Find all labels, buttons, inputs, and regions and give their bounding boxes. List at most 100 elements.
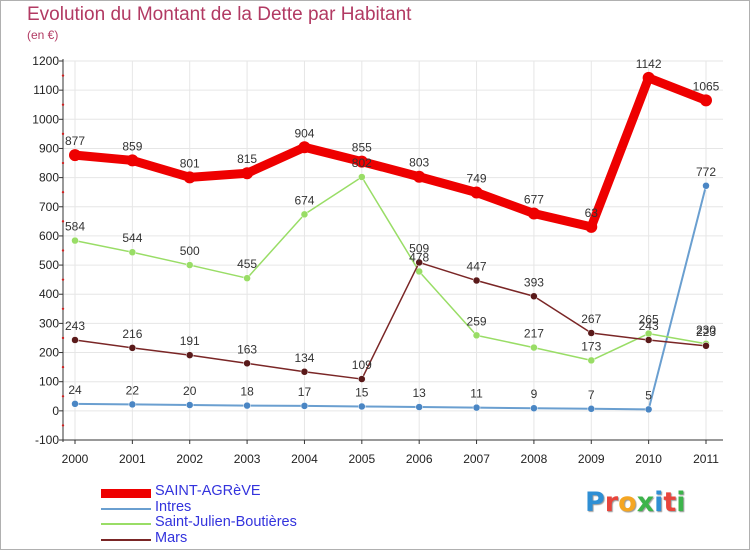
y-tick-label: 1200 (32, 54, 59, 68)
x-tick-label: 2005 (348, 452, 375, 466)
data-label: 447 (467, 260, 487, 274)
data-label: 134 (294, 351, 314, 365)
data-point (71, 236, 79, 245)
series-line-2 (74, 176, 707, 362)
data-label: 904 (294, 126, 314, 140)
logo-letter: o (618, 487, 637, 518)
data-point (185, 351, 194, 359)
logo-letter: P (585, 487, 605, 518)
data-label: 267 (581, 312, 601, 326)
data-label: 478 (409, 250, 429, 264)
data-point (128, 400, 137, 409)
data-label: 544 (122, 231, 142, 245)
x-tick-label: 2000 (62, 452, 89, 466)
y-tick-label: 400 (39, 287, 59, 301)
data-label: 815 (237, 152, 257, 166)
data-point (69, 149, 81, 162)
data-label: 217 (524, 327, 544, 341)
x-tick-label: 2010 (635, 452, 662, 466)
legend-label: SAINT-AGRèVE (155, 483, 261, 499)
y-tick-label: 900 (39, 141, 59, 155)
series-line-0 (70, 73, 711, 232)
data-label: 11 (470, 387, 483, 401)
data-point (300, 210, 309, 219)
data-label: 801 (180, 156, 200, 170)
data-label: 17 (298, 385, 312, 399)
chart-title: Evolution du Montant de la Dette par Hab… (27, 4, 412, 25)
data-label: 749 (467, 171, 487, 185)
y-minor-tick (61, 74, 65, 77)
data-label: 1065 (693, 79, 720, 93)
proxiti-logo: Proxiti (585, 487, 686, 518)
data-point (530, 404, 538, 412)
logo-letter: x (636, 487, 655, 518)
data-label: 191 (180, 334, 200, 348)
data-label: 674 (294, 193, 314, 207)
data-label: 173 (581, 339, 601, 353)
y-tick-label: 1000 (32, 112, 59, 126)
data-point (587, 405, 596, 413)
data-point (128, 344, 137, 352)
data-label: 584 (65, 220, 85, 234)
y-minor-tick (61, 307, 65, 311)
data-point (415, 267, 423, 276)
y-minor-tick (61, 220, 65, 223)
logo-letter: r (604, 487, 619, 518)
logo-letter: t (663, 487, 677, 518)
x-tick-label: 2008 (521, 452, 548, 466)
chart-subtitle: (en €) (27, 28, 59, 42)
y-tick-label: 1100 (33, 83, 59, 97)
y-minor-tick (61, 190, 65, 194)
data-point (358, 375, 366, 383)
y-minor-tick (61, 278, 65, 281)
data-label: 22 (126, 383, 140, 397)
y-tick-label: 100 (39, 375, 59, 389)
legend-swatch (101, 538, 151, 541)
data-label: 259 (467, 314, 487, 328)
legend-swatch (101, 523, 151, 525)
y-minor-tick (61, 365, 65, 369)
legend-swatch (101, 507, 151, 510)
x-tick-label: 2011 (693, 452, 719, 466)
x-tick-label: 2007 (463, 452, 490, 466)
data-label: 855 (352, 141, 372, 155)
data-label: 455 (237, 257, 257, 271)
y-tick-label: 0 (52, 404, 59, 418)
data-point (126, 154, 139, 167)
data-point (358, 173, 366, 181)
y-tick-label: 600 (39, 229, 59, 243)
data-label: 9 (531, 387, 538, 401)
data-label: 393 (524, 275, 544, 289)
y-tick-label: 300 (39, 316, 59, 330)
data-point (530, 292, 538, 301)
data-label: 509 (409, 241, 429, 255)
series-line-3 (74, 261, 707, 380)
data-point (470, 186, 483, 199)
data-label: 7 (588, 388, 595, 402)
x-tick-label: 2004 (291, 452, 318, 466)
x-tick-label: 2006 (406, 452, 433, 466)
data-point (587, 329, 596, 337)
data-label: 223 (696, 325, 716, 339)
data-point (243, 401, 251, 410)
y-minor-tick (61, 161, 65, 165)
data-label: 243 (639, 319, 659, 333)
data-label: 802 (352, 156, 372, 170)
y-minor-tick (61, 424, 65, 427)
legend-label: Saint-Julien-Boutières (155, 514, 297, 530)
data-point (644, 336, 653, 344)
x-tick-label: 2001 (119, 452, 146, 466)
data-point (587, 356, 596, 365)
data-point (642, 71, 655, 84)
data-label: 230 (696, 323, 716, 337)
data-label: 5 (645, 388, 652, 402)
data-label: 18 (240, 385, 254, 399)
data-point (185, 401, 194, 409)
data-point (185, 261, 194, 269)
data-label: 13 (413, 386, 427, 400)
data-point (415, 403, 423, 411)
y-minor-tick (61, 132, 65, 136)
data-point (300, 368, 309, 376)
